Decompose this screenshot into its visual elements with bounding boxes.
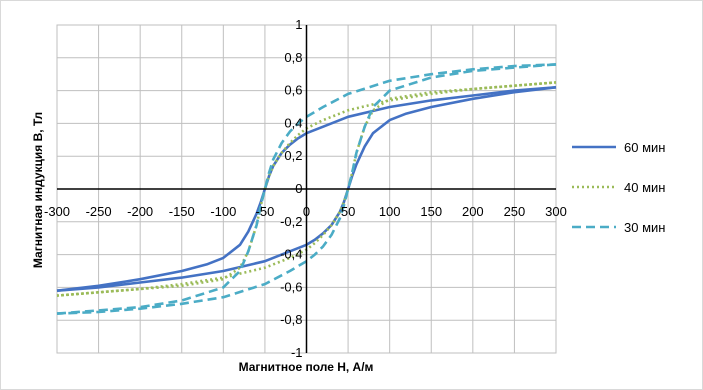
series-line-2-upper-branch [56,63,557,315]
x-tick-label: 50 [341,204,355,219]
y-tick-label: 0,4 [284,115,302,130]
y-axis-title: Магнитная индукция B, Тл [31,112,45,268]
legend-label: 60 мин [624,140,665,155]
x-tick-label: -300 [44,204,70,219]
y-tick-label: -1 [291,345,303,360]
series-line-0-upper-branch [56,86,557,292]
x-tick-label: 250 [504,204,526,219]
y-tick-label: -0,2 [280,214,302,229]
y-tick-label: 0,2 [284,148,302,163]
x-tick-label: -150 [169,204,195,219]
x-tick-label: 200 [462,204,484,219]
y-tick-label: 0,8 [284,50,302,65]
y-tick-label: -0,6 [280,279,302,294]
x-tick-label: -50 [256,204,275,219]
legend-label: 40 мин [624,180,665,195]
y-tick-label: -0,4 [280,247,302,262]
legend: 60 мин 40 мин 30 мин [572,140,665,235]
curves [56,63,557,315]
x-tick-label: -250 [86,204,112,219]
y-tick-label: 0,6 [284,83,302,98]
y-tick-label: 0 [295,181,302,196]
series-line-0-lower-branch [56,86,557,292]
x-tick-label: 150 [420,204,442,219]
x-tick-label: 0 [303,204,310,219]
axes [57,25,556,353]
x-tick-label: 300 [545,204,567,219]
x-tick-label: -200 [127,204,153,219]
series-line-2-lower-branch [56,63,557,315]
legend-label: 30 мин [624,220,665,235]
y-tick-labels: -1 -0,8 -0,6 -0,4 -0,2 0 0,2 0,4 0,6 0,8 1 [280,17,302,360]
x-tick-label: 100 [379,204,401,219]
x-axis-title: Магнитное поле H, А/м [239,360,374,374]
x-tick-label: -100 [210,204,236,219]
x-tick-labels: -300 -250 -200 -150 -100 -50 0 50 100 150 200 250 30… [44,204,567,219]
y-tick-label: 1 [295,17,302,32]
y-tick-label: -0,8 [280,312,302,327]
